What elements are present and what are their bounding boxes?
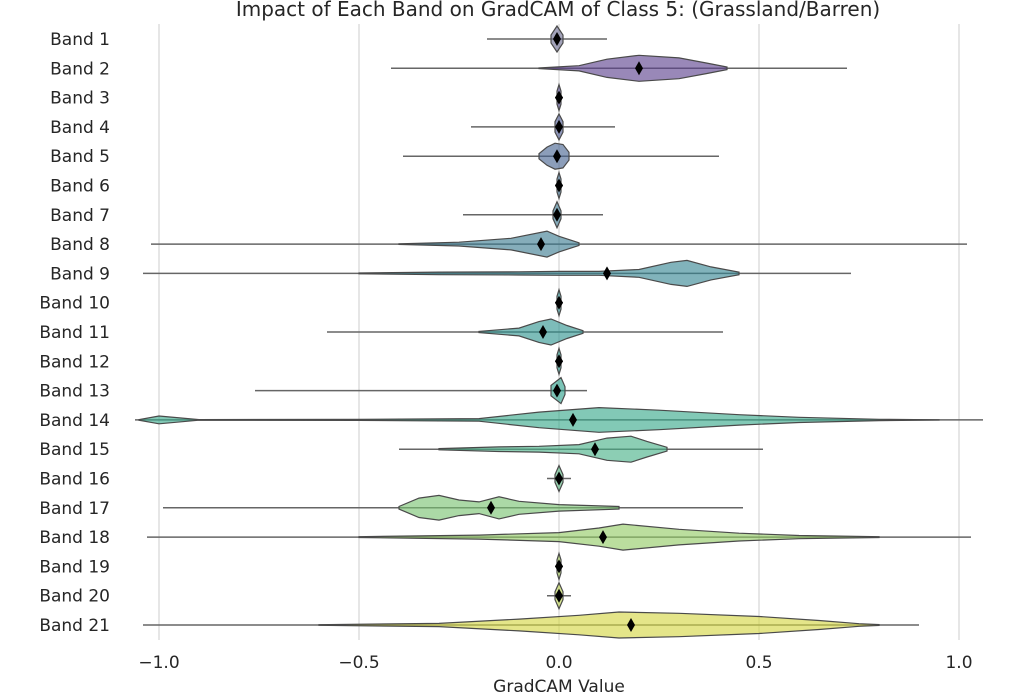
- violin-band-2: [391, 54, 847, 82]
- violin-body: [398, 230, 580, 258]
- y-tick-label: Band 13: [39, 382, 110, 402]
- violin-body: [478, 318, 584, 346]
- violin-band-11: [327, 318, 723, 346]
- violin-band-7: [463, 200, 603, 230]
- violin-body: [438, 435, 668, 463]
- y-tick-label: Band 12: [39, 352, 110, 372]
- y-tick-label: Band 6: [50, 177, 110, 197]
- violin-body: [358, 259, 740, 288]
- y-tick-label: Band 18: [39, 528, 110, 548]
- violin-band-18: [147, 523, 971, 551]
- violin-band-1: [487, 24, 607, 54]
- mean-marker: [553, 207, 561, 222]
- violin-band-19: [555, 551, 563, 582]
- violin-band-9: [143, 259, 851, 288]
- x-tick-label: 0.5: [745, 653, 772, 673]
- mean-marker: [539, 325, 547, 339]
- y-tick-label: Band 11: [39, 323, 110, 343]
- y-tick-label: Band 16: [39, 470, 110, 490]
- y-tick-label: Band 10: [39, 294, 110, 314]
- violin-body: [358, 523, 880, 551]
- y-tick-label: Band 2: [50, 59, 110, 79]
- violin-band-14: [135, 406, 983, 433]
- mean-marker: [537, 237, 545, 252]
- violin-band-4: [471, 112, 615, 142]
- x-axis-label: GradCAM Value: [493, 677, 625, 697]
- x-tick-label: −0.5: [338, 653, 379, 673]
- violin-band-13: [255, 376, 587, 405]
- y-tick-label: Band 4: [50, 118, 110, 138]
- violin-band-6: [555, 170, 563, 201]
- x-tick-label: −1.0: [138, 653, 179, 673]
- y-tick-label: Band 17: [39, 499, 110, 519]
- mean-marker: [569, 412, 577, 427]
- violins: [135, 24, 983, 639]
- violin-band-12: [555, 346, 563, 377]
- mean-marker: [555, 119, 563, 134]
- y-tick-label: Band 15: [39, 440, 110, 460]
- y-tick-label: Band 7: [50, 206, 110, 226]
- mean-marker: [591, 442, 599, 457]
- mean-marker: [635, 61, 643, 76]
- mean-marker: [599, 530, 607, 545]
- mean-marker: [553, 383, 561, 398]
- mean-marker: [555, 354, 563, 369]
- x-tick-labels: −1.0 −0.5 0.0 0.5 1.0: [138, 653, 972, 673]
- y-tick-label: Band 9: [50, 264, 110, 284]
- mean-marker: [555, 178, 563, 193]
- y-tick-label: Band 3: [50, 89, 110, 109]
- violin-band-8: [151, 230, 967, 258]
- violin-band-15: [399, 435, 763, 463]
- y-tick-label: Band 5: [50, 147, 110, 167]
- mean-marker: [553, 149, 561, 164]
- y-tick-label: Band 14: [39, 411, 110, 431]
- y-tick-label: Band 8: [50, 235, 110, 255]
- y-tick-label: Band 19: [39, 557, 110, 577]
- mean-marker: [487, 500, 495, 515]
- chart-title: Impact of Each Band on GradCAM of Class …: [236, 0, 880, 21]
- mean-marker: [553, 32, 561, 46]
- y-tick-label: Band 21: [39, 616, 110, 636]
- violin-band-20: [547, 581, 571, 611]
- mean-marker: [627, 618, 635, 632]
- violin-band-5: [403, 142, 719, 170]
- y-tick-labels: Band 1 Band 2 Band 3 Band 4 Band 5 Band 6 Band…: [39, 30, 110, 636]
- mean-marker: [555, 90, 563, 105]
- violin-band-16: [547, 464, 571, 493]
- violin-body: [318, 611, 880, 639]
- violin-body: [538, 54, 728, 82]
- x-tick-label: 0.0: [545, 653, 572, 673]
- mean-marker: [555, 588, 563, 603]
- mean-marker: [555, 295, 563, 310]
- y-tick-label: Band 1: [50, 30, 110, 50]
- mean-marker: [603, 266, 611, 281]
- violin-body: [138, 406, 940, 433]
- x-tick-label: 1.0: [945, 653, 972, 673]
- violin-band-10: [555, 287, 563, 318]
- violin-band-21: [143, 611, 919, 639]
- mean-marker: [555, 559, 563, 574]
- y-tick-label: Band 20: [39, 587, 110, 607]
- violin-band-17: [163, 494, 743, 521]
- violin-band-3: [555, 82, 563, 113]
- mean-marker: [555, 471, 563, 486]
- violin-body: [398, 494, 620, 521]
